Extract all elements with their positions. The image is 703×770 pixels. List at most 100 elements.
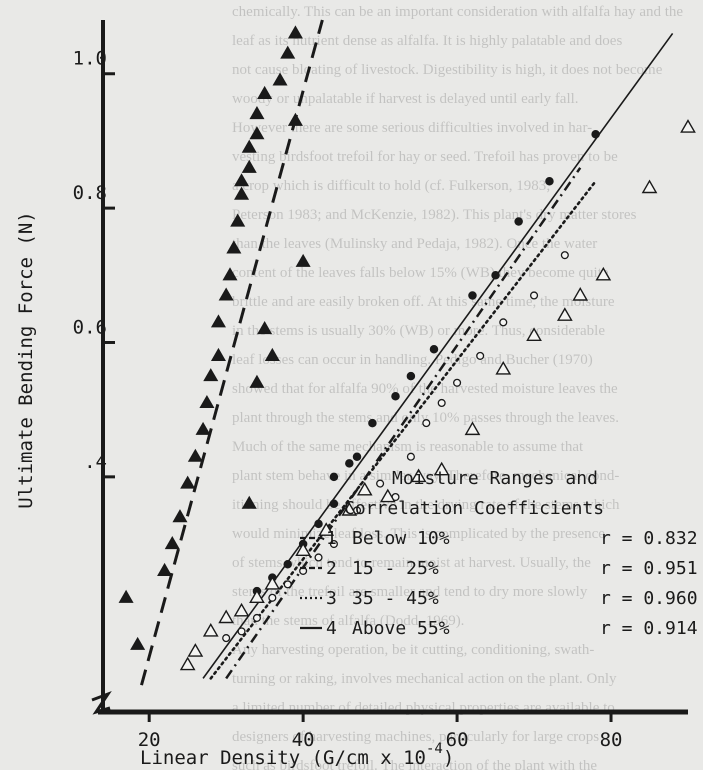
background-text-line: stems of the trefoil are smaller and ten… <box>232 584 588 600</box>
x-axis-title: Linear Density (G/cm x 10-4) <box>140 741 454 769</box>
axes <box>91 20 688 715</box>
fit-line-series-4 <box>202 32 674 679</box>
fit-line-series-1 <box>140 19 324 686</box>
data-point-series-4 <box>356 481 373 496</box>
x-ticks: 20 40 60 80 <box>138 712 623 751</box>
data-point-series-2 <box>391 391 400 401</box>
data-point-series-4 <box>295 542 311 557</box>
data-point-series-3 <box>530 291 539 300</box>
data-point-series-4 <box>595 266 612 281</box>
data-point-series-1 <box>241 159 257 173</box>
data-point-series-1 <box>241 139 257 153</box>
data-point-series-4 <box>680 119 696 133</box>
background-text-line: plant stem behave in a similar way. Ther… <box>232 468 619 484</box>
data-point-series-1 <box>172 509 188 523</box>
data-point-series-4 <box>187 643 204 657</box>
background-text-line: leaf losses can occur in handling. Pedig… <box>232 352 593 368</box>
data-point-series-2 <box>345 459 354 468</box>
data-point-series-4 <box>495 360 512 375</box>
data-point-series-4 <box>556 307 573 321</box>
data-point-series-1 <box>295 253 311 267</box>
legend-entry-label: 35 - 45% <box>352 588 439 609</box>
data-point-series-4 <box>572 287 589 301</box>
legend-entry-correlation: r = 0.914 <box>600 618 698 639</box>
legend-entry-number: 1 <box>326 528 337 549</box>
background-text-line: Peterson 1983; and McKenzie, 1982). This… <box>232 207 637 223</box>
x-axis-title-close: ) <box>443 747 454 769</box>
data-point-series-4 <box>341 502 358 516</box>
data-point-series-3 <box>252 613 261 622</box>
x-axis-title-exponent: -4 <box>426 741 443 757</box>
data-point-series-2 <box>283 559 292 569</box>
data-point-series-4 <box>379 488 396 503</box>
data-point-series-3 <box>237 627 246 636</box>
data-point-series-1 <box>249 126 265 140</box>
data-point-series-4 <box>233 602 250 617</box>
data-point-series-3 <box>376 479 385 488</box>
legend-entry-number: 3 <box>326 588 337 609</box>
data-point-series-1 <box>287 25 303 39</box>
data-point-series-2 <box>514 217 523 226</box>
legend-entry-label: 15 - 25% <box>352 558 439 579</box>
x-tick-label: 60 <box>446 729 469 751</box>
data-point-series-1 <box>187 448 203 462</box>
data-point-series-2 <box>314 519 323 529</box>
x-tick-label: 80 <box>600 729 623 751</box>
data-point-series-1 <box>210 314 226 328</box>
data-point-series-3 <box>422 419 431 428</box>
data-point-series-3 <box>560 251 569 260</box>
legend-entry-correlation: r = 0.960 <box>600 588 698 609</box>
background-text-line: woody or unpalatable if harvest is delay… <box>232 91 579 107</box>
data-point-series-1 <box>257 85 273 99</box>
data-point-series-1 <box>280 45 296 59</box>
data-point-series-1 <box>157 562 173 576</box>
data-point-series-3 <box>268 593 277 602</box>
data-point-series-1 <box>272 72 288 86</box>
background-text-line: than the stems of alfalfa (Dodd, 1969). <box>232 613 464 629</box>
data-point-series-1 <box>234 186 250 200</box>
legend-title: Moisture Ranges and <box>392 468 598 489</box>
data-point-series-4 <box>318 522 335 536</box>
data-point-series-4 <box>410 468 427 483</box>
data-point-series-1 <box>180 475 196 489</box>
background-text-line: such as birdsfoot trefoil. The interacti… <box>232 758 597 770</box>
data-point-series-1 <box>222 267 238 281</box>
data-point-series-4 <box>249 589 265 604</box>
data-point-series-2 <box>368 418 377 428</box>
data-point-series-1 <box>249 374 265 388</box>
background-text-line: a crop which is difficult to hold (cf. F… <box>232 178 550 194</box>
background-text-line: than the leaves (Mulinsky and Pedaja, 19… <box>232 236 597 252</box>
y-ticks: .4 0.6 0.8 1.0 <box>73 48 115 479</box>
data-point-series-3 <box>437 398 446 408</box>
legend-entry-label: Below 10% <box>352 528 450 549</box>
data-point-series-3 <box>406 452 415 461</box>
x-tick-label: 20 <box>138 729 161 751</box>
data-point-series-3 <box>314 553 323 562</box>
data-point-series-2 <box>329 472 339 482</box>
legend-title: Correlation Coefficients <box>344 498 604 519</box>
background-text-line: However there are some serious difficult… <box>232 120 592 136</box>
background-text-line: showed that for alfalfa 90% of the harve… <box>232 381 618 397</box>
legend-entry-number: 2 <box>326 558 337 579</box>
data-point-series-2 <box>406 371 416 381</box>
y-tick-label: 1.0 <box>73 48 107 70</box>
x-tick-label: 40 <box>292 729 315 751</box>
data-point-series-2 <box>429 344 439 354</box>
data-point-series-1 <box>234 173 250 187</box>
background-text-line: turning or raking, involves mechanical a… <box>232 671 617 687</box>
background-text-line: designers of harvesting machines, partic… <box>232 729 599 745</box>
data-point-series-1 <box>249 106 265 120</box>
data-points <box>118 25 696 671</box>
data-point-series-3 <box>222 634 231 643</box>
data-point-series-4 <box>264 575 281 590</box>
data-point-series-2 <box>591 129 600 139</box>
axis-break-mark <box>91 690 112 715</box>
background-text-line: in the stems is usually 30% (WB) or more… <box>232 323 605 339</box>
data-point-series-2 <box>352 452 362 461</box>
data-point-series-1 <box>210 347 226 361</box>
data-point-series-2 <box>545 176 554 186</box>
background-text-line: plant through the stems and only 10% pas… <box>232 410 619 426</box>
y-axis-title: Ultimate Bending Force (N) <box>15 211 37 508</box>
background-page-text: chemically. This can be an important con… <box>232 4 683 770</box>
data-point-series-3 <box>453 378 462 387</box>
